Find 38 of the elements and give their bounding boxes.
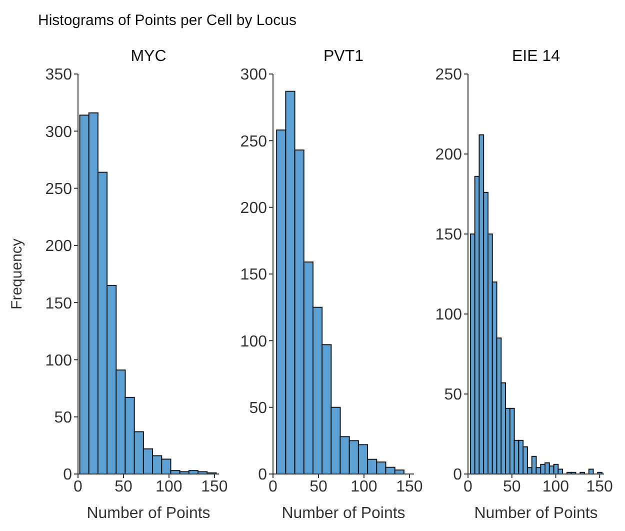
x-tick-label: 50	[502, 478, 521, 496]
y-tick-label: 150	[240, 266, 268, 284]
y-tick-label: 100	[435, 306, 462, 324]
x-tick-label: 50	[310, 478, 328, 496]
y-tick-label: 0	[453, 466, 462, 484]
x-tick-label: 150	[396, 478, 423, 496]
y-tick-label: 300	[240, 66, 268, 84]
y-tick-label: 250	[240, 133, 268, 150]
y-tick-label: 50	[54, 410, 72, 427]
y-tick-label: 0	[63, 466, 72, 484]
x-tick-label: 100	[542, 478, 570, 496]
y-tick-label: 200	[240, 200, 268, 218]
x-axis-title: Number of Points	[282, 505, 406, 522]
x-axis-title: Number of Points	[474, 505, 598, 522]
y-tick-label: 100	[45, 352, 72, 370]
y-tick-label: 100	[240, 333, 268, 350]
chart-title: PVT1	[322, 48, 364, 66]
y-tick-label: 150	[435, 226, 462, 244]
y-tick-label: 150	[45, 295, 72, 312]
x-tick-label: 150	[586, 478, 614, 496]
y-tick-label: 350	[45, 66, 72, 84]
y-tick-label: 200	[435, 146, 462, 164]
y-axis-title: Frequency	[8, 238, 26, 310]
x-tick-label: 50	[114, 478, 132, 496]
y-tick-label: 250	[435, 66, 462, 84]
y-tick-label: 50	[249, 400, 268, 418]
x-axis-title: Number of Points	[86, 505, 210, 522]
text: Histograms of Points per Cell by Locus	[38, 12, 296, 29]
y-tick-label: 50	[444, 386, 462, 404]
chart-title: MYC	[130, 48, 168, 66]
y-tick-label: 200	[45, 238, 72, 256]
x-tick-label: 100	[350, 478, 378, 496]
x-tick-label: 100	[156, 478, 182, 496]
y-tick-label: 250	[45, 180, 72, 198]
x-tick-label: 150	[201, 478, 228, 496]
chart-title: EIE 14	[510, 48, 562, 66]
y-tick-label: 0	[258, 466, 268, 484]
y-tick-label: 300	[45, 124, 72, 141]
